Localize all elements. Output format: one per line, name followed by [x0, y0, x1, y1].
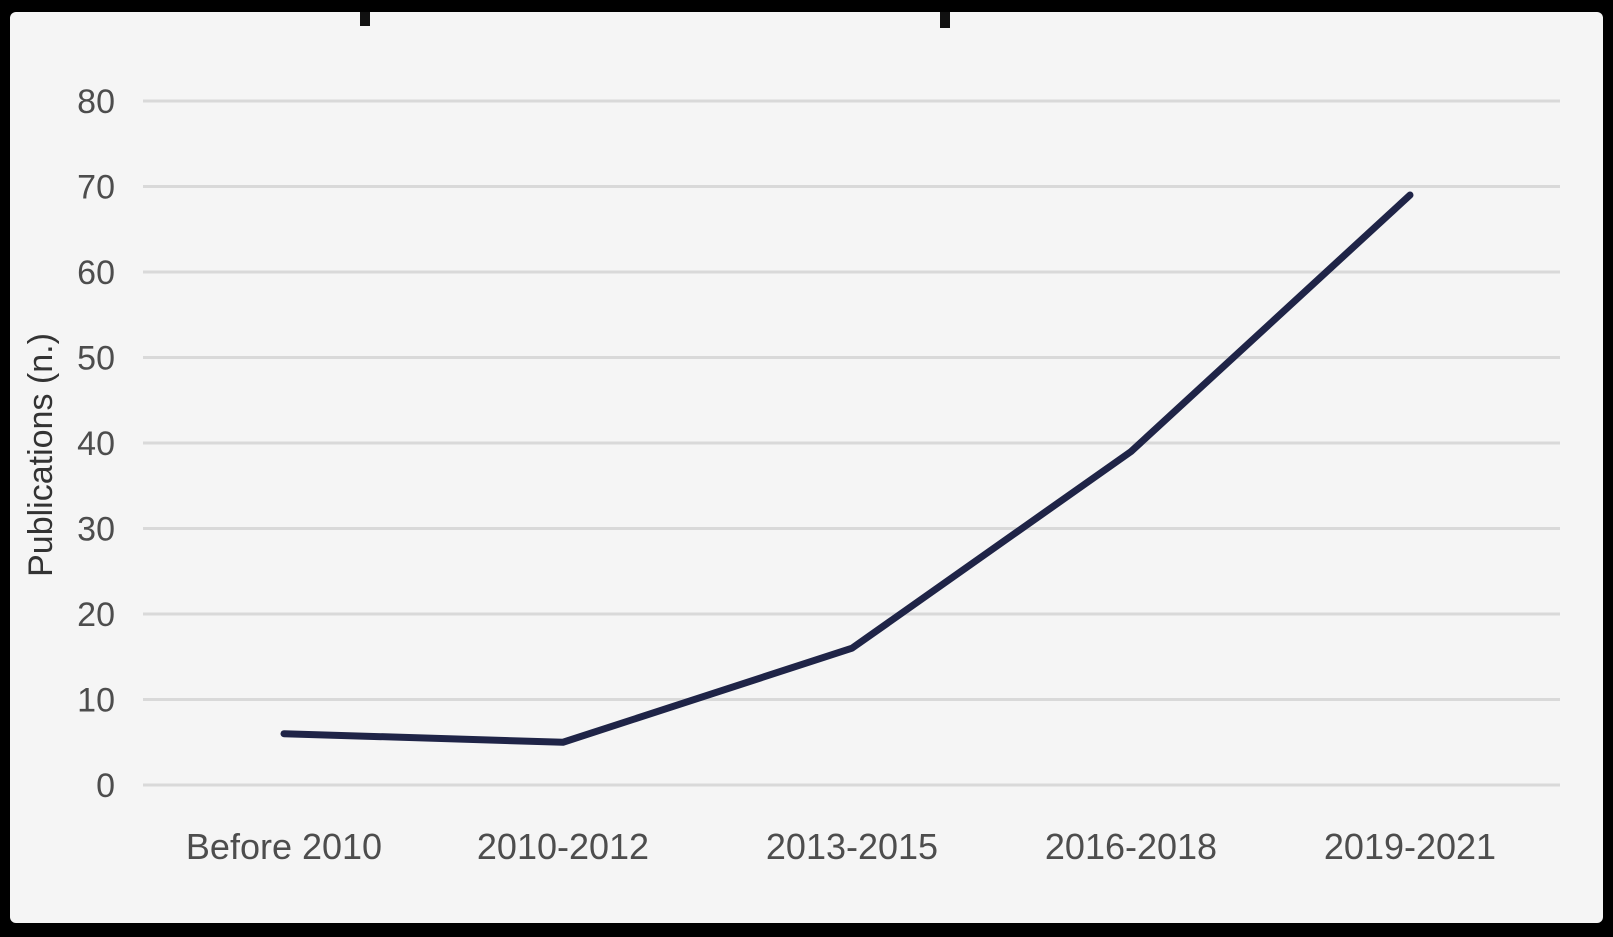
x-tick-label: 2019-2021	[1324, 826, 1496, 867]
x-tick-label: 2010-2012	[477, 826, 649, 867]
y-tick-label: 40	[77, 425, 115, 463]
x-tick-label: 2016-2018	[1045, 826, 1217, 867]
y-tick-label: 50	[77, 340, 115, 378]
title-fragment-right	[940, 12, 950, 28]
y-tick-label: 0	[96, 767, 115, 805]
y-tick-label: 70	[77, 169, 115, 207]
line-chart: 0 10 20 30 40 50 60 70 80 Before 2010 2010-2012 20…	[10, 12, 1603, 923]
chart-panel: 0 10 20 30 40 50 60 70 80 Before 2010 2010-2012 20…	[10, 12, 1603, 923]
x-tick-label: Before 2010	[186, 826, 382, 867]
y-tick-label: 10	[77, 682, 115, 720]
y-tick-label: 80	[77, 83, 115, 121]
y-gridlines	[143, 101, 1560, 785]
y-axis-tick-labels: 0 10 20 30 40 50 60 70 80	[77, 83, 115, 805]
y-tick-label: 30	[77, 511, 115, 549]
y-tick-label: 60	[77, 254, 115, 292]
series-line	[284, 195, 1410, 742]
top-cropped-title-fragments	[360, 12, 950, 28]
title-fragment-left	[360, 12, 370, 26]
x-tick-label: 2013-2015	[766, 826, 938, 867]
series-layer	[284, 195, 1410, 742]
y-axis-label: Publications (n.)	[22, 333, 60, 577]
x-axis-tick-labels: Before 2010 2010-2012 2013-2015 2016-2018 20…	[186, 826, 1496, 867]
y-tick-label: 20	[77, 596, 115, 634]
